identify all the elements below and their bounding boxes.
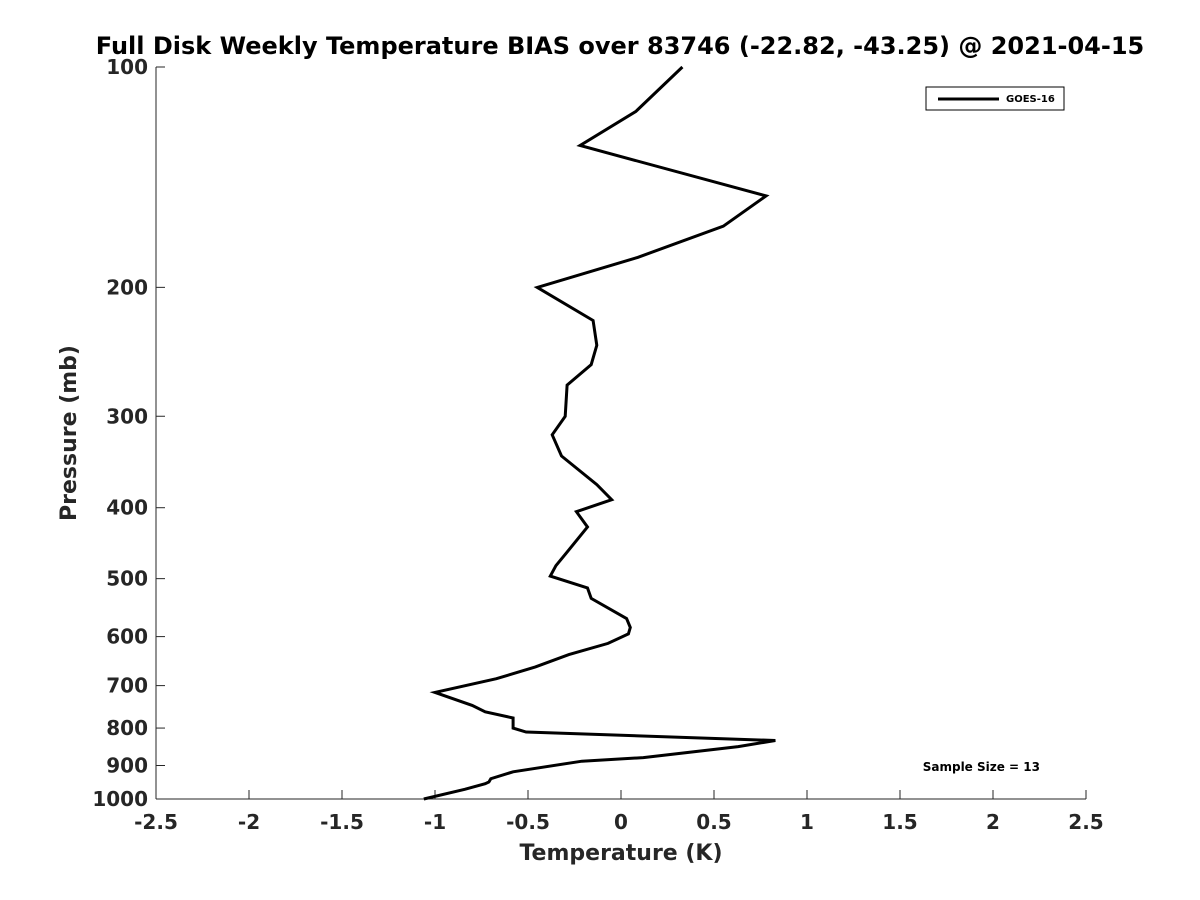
x-tick-label: -1 xyxy=(424,810,446,834)
y-tick-label: 600 xyxy=(106,625,148,649)
chart-title: Full Disk Weekly Temperature BIAS over 8… xyxy=(96,32,1144,60)
y-tick-label: 700 xyxy=(106,674,148,698)
x-axis-ticks: -2.5 -2 -1.5 -1 -0.5 0 0.5 1 1.5 2 2.5 xyxy=(134,790,1104,834)
series-layer xyxy=(423,65,776,801)
series-line-goes-16 xyxy=(423,65,776,801)
y-axis-label: Pressure (mb) xyxy=(57,345,82,521)
x-tick-label: -2 xyxy=(238,810,260,834)
y-tick-label: 200 xyxy=(106,275,148,299)
sample-size-annotation: Sample Size = 13 xyxy=(923,760,1040,774)
x-tick-label: 1.5 xyxy=(882,810,917,834)
legend: GOES-16 xyxy=(925,86,1065,111)
x-tick-label: 1 xyxy=(800,810,814,834)
x-tick-label: -2.5 xyxy=(134,810,178,834)
plot-area xyxy=(156,67,1086,799)
y-tick-label: 1000 xyxy=(92,787,148,811)
y-tick-label: 800 xyxy=(106,716,148,740)
y-tick-label: 900 xyxy=(106,754,148,778)
x-tick-label: -0.5 xyxy=(506,810,550,834)
legend-label-goes-16: GOES-16 xyxy=(1006,94,1055,105)
x-tick-label: -1.5 xyxy=(320,810,364,834)
y-tick-label: 500 xyxy=(106,567,148,591)
x-tick-label: 0 xyxy=(614,810,628,834)
y-tick-label: 300 xyxy=(106,404,148,428)
x-tick-label: 2 xyxy=(986,810,1000,834)
x-axis-label: Temperature (K) xyxy=(519,841,722,866)
x-tick-label: 0.5 xyxy=(696,810,731,834)
y-axis-ticks: 100 200 300 400 500 600 700 800 900 1000 xyxy=(92,55,165,811)
x-tick-label: 2.5 xyxy=(1068,810,1103,834)
y-tick-label: 400 xyxy=(106,496,148,520)
y-tick-label: 100 xyxy=(106,55,148,79)
